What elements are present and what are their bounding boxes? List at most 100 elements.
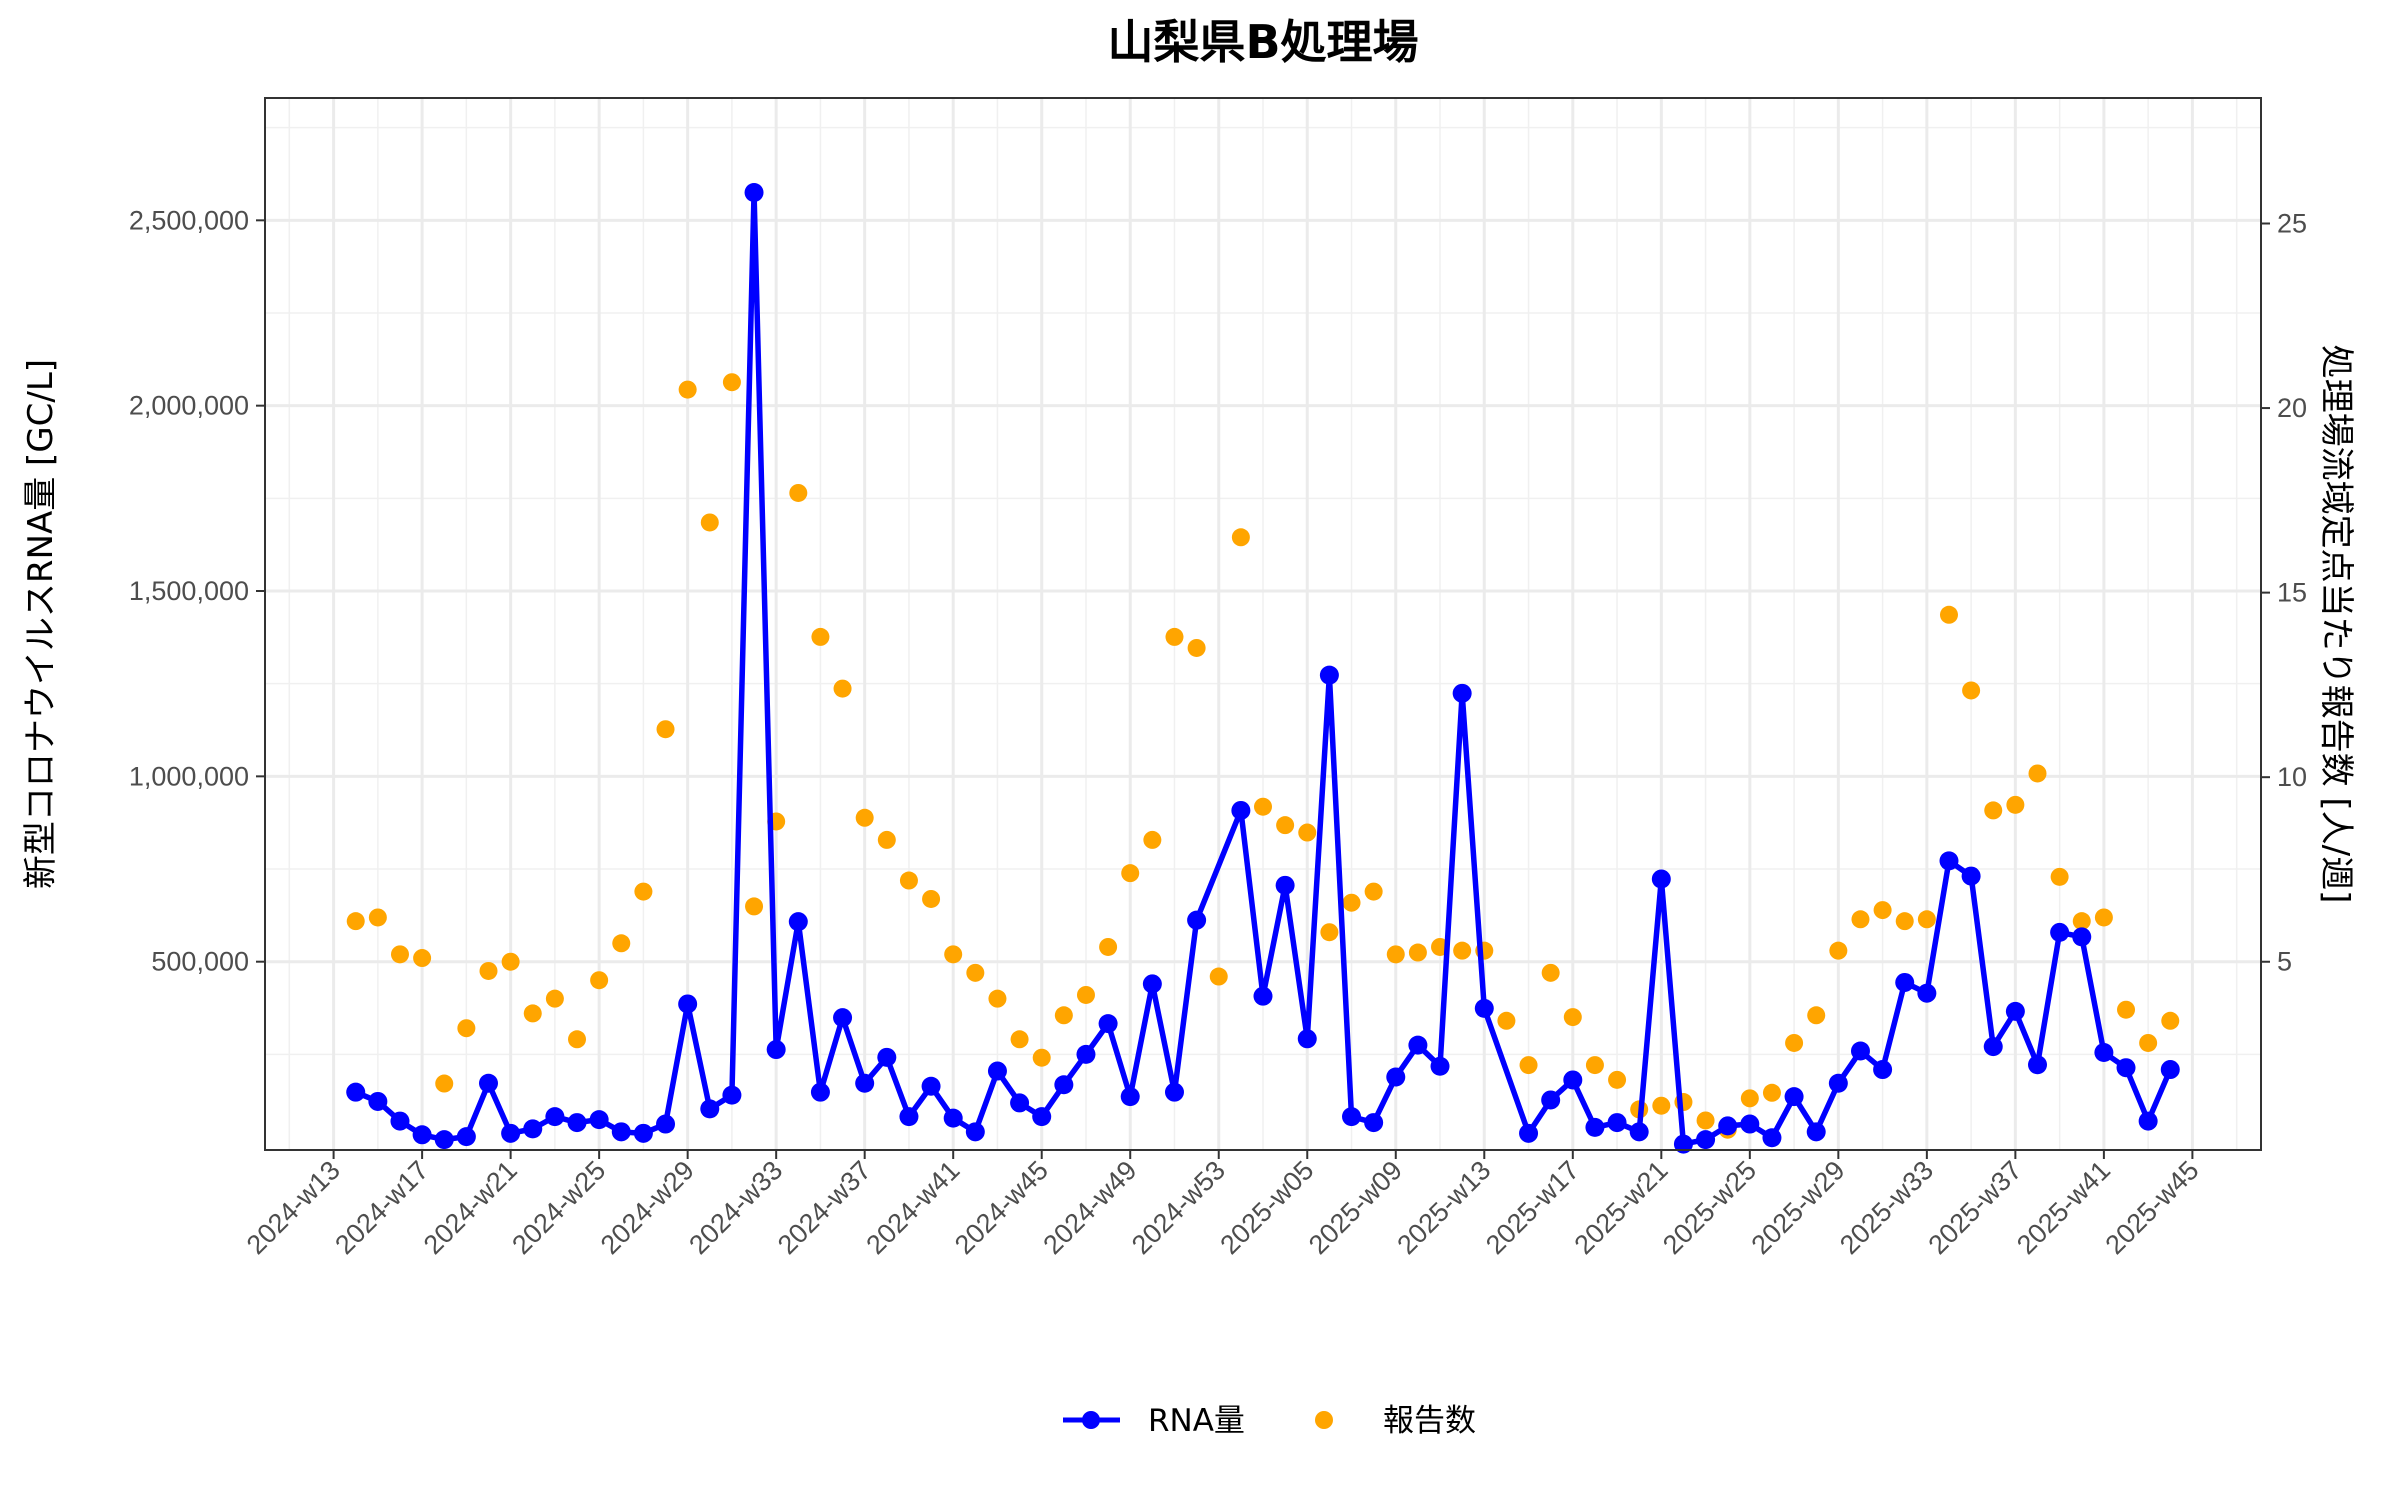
rna-point (1297, 1029, 1317, 1049)
rna-point (1541, 1090, 1561, 1110)
report-point (1364, 882, 1383, 901)
y-tick-label-right: 20 (2277, 393, 2307, 423)
report-point (1231, 528, 1250, 547)
y-tick-label-right: 25 (2277, 209, 2307, 239)
rna-point (1253, 986, 1273, 1006)
report-point (1785, 1033, 1804, 1052)
report-point (899, 871, 918, 890)
rna-point (1673, 1134, 1693, 1154)
x-tick-label: 2024-w21 (418, 1155, 523, 1260)
y-tick-label-right: 5 (2277, 947, 2292, 977)
report-point (1010, 1030, 1029, 1049)
rna-point (987, 1061, 1007, 1081)
x-tick-label: 2024-w45 (949, 1155, 1054, 1260)
report-point (722, 373, 741, 392)
rna-point (1828, 1073, 1848, 1093)
rna-point (412, 1125, 432, 1145)
rna-point (855, 1073, 875, 1093)
rna-point (965, 1122, 985, 1142)
x-tick-label: 2025-w41 (2011, 1155, 2116, 1260)
rna-point (1961, 866, 1981, 886)
x-tick-label: 2025-w13 (1391, 1155, 1496, 1260)
rna-point (1076, 1044, 1096, 1064)
report-point (1563, 1008, 1582, 1027)
rna-point (1563, 1070, 1583, 1090)
rna-point (1607, 1113, 1627, 1133)
rna-point (1452, 683, 1472, 703)
rna-point (678, 994, 698, 1014)
rna-point (899, 1107, 919, 1127)
chart-title: 山梨県B処理場 (1107, 15, 1418, 69)
report-point (390, 945, 409, 964)
rna-point (1164, 1082, 1184, 1102)
report-point (2072, 912, 2091, 931)
rna-point (2138, 1111, 2158, 1131)
report-point (457, 1019, 476, 1038)
x-tick-label: 2025-w45 (2100, 1155, 2205, 1260)
rna-point (501, 1123, 521, 1143)
report-point (1519, 1056, 1538, 1075)
report-point (1497, 1011, 1516, 1030)
y-tick-label-left: 1,000,000 (129, 761, 249, 791)
rna-point (2116, 1058, 2136, 1078)
rna-point (1054, 1075, 1074, 1095)
legend-report-point (1315, 1411, 1333, 1429)
x-tick-label: 2025-w33 (1834, 1155, 1939, 1260)
x-tick-label: 2024-w29 (595, 1155, 700, 1260)
y-tick-label-right: 10 (2277, 762, 2307, 792)
report-point (346, 912, 365, 931)
rna-point (1629, 1122, 1649, 1142)
rna-point (368, 1091, 388, 1111)
rna-point (1342, 1107, 1362, 1127)
report-point (634, 882, 653, 901)
rna-point (1142, 974, 1162, 994)
report-point (922, 889, 941, 908)
report-point (745, 897, 764, 916)
rna-point (2028, 1055, 2048, 1075)
rna-point (2050, 922, 2070, 942)
rna-point (921, 1076, 941, 1096)
report-point (1209, 967, 1228, 986)
rna-point (722, 1085, 742, 1105)
x-tick-label: 2024-w37 (772, 1155, 877, 1260)
rna-point (434, 1130, 454, 1150)
rna-point (1806, 1122, 1826, 1142)
rna-point (2072, 927, 2092, 947)
report-point (1762, 1083, 1781, 1102)
report-point (1652, 1096, 1671, 1115)
x-tick-label: 2024-w25 (506, 1155, 611, 1260)
x-tick-label: 2025-w37 (1923, 1155, 2028, 1260)
rna-point (478, 1073, 498, 1093)
rna-point (810, 1082, 830, 1102)
rna-point (1408, 1035, 1428, 1055)
report-point (1121, 864, 1140, 883)
rna-point (1740, 1114, 1760, 1134)
report-point (1165, 627, 1184, 646)
rna-point (1873, 1060, 1893, 1080)
y-tick-label-right: 15 (2277, 578, 2307, 608)
rna-point (1983, 1037, 2003, 1057)
x-tick-label: 2025-w09 (1303, 1155, 1408, 1260)
report-point (1962, 681, 1981, 700)
report-point (2139, 1033, 2158, 1052)
plot-border (264, 97, 2262, 1151)
report-point (368, 908, 387, 927)
rna-point (1939, 851, 1959, 871)
report-point (545, 989, 564, 1008)
rna-point (833, 1008, 853, 1028)
report-point (523, 1004, 542, 1023)
rna-point (1010, 1093, 1030, 1113)
x-tick-label: 2024-w17 (329, 1155, 434, 1260)
report-point (988, 989, 1007, 1008)
rna-point (1032, 1107, 1052, 1127)
rna-point (766, 1040, 786, 1060)
rna-point (744, 183, 764, 203)
x-tick-label: 2024-w49 (1037, 1155, 1142, 1260)
y-axis-title-left: 新型コロナウイルスRNA量 [GC/L] (21, 359, 61, 889)
report-point (612, 934, 631, 953)
report-point (2117, 1000, 2136, 1019)
report-point (1320, 923, 1339, 942)
rna-point (1098, 1014, 1118, 1034)
rna-point (456, 1127, 476, 1147)
